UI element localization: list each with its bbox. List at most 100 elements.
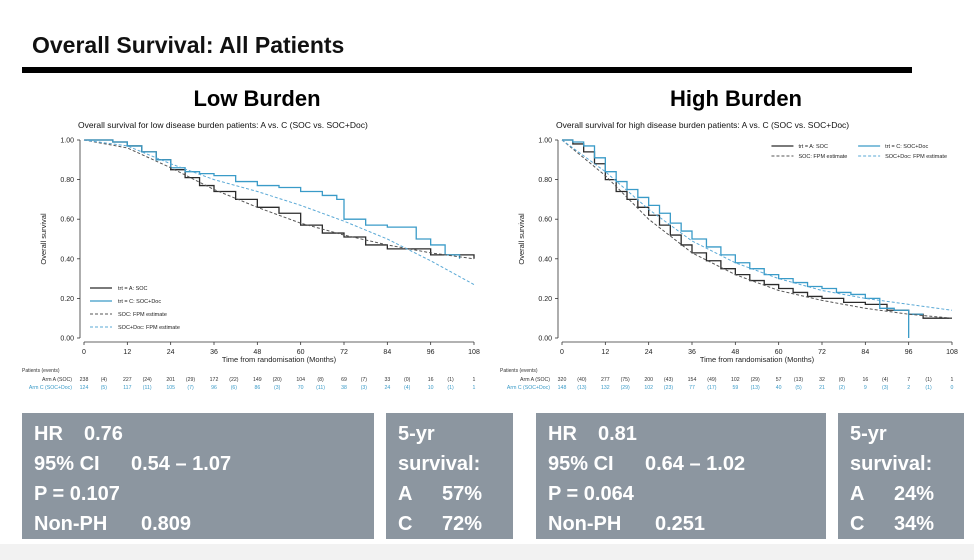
non-ph-label: Non-PH — [548, 513, 622, 535]
survival-subtitle: survival: — [398, 453, 481, 475]
x-tick-label: 48 — [253, 349, 261, 356]
risk-table-cell: (0) — [839, 377, 846, 383]
risk-table-cell: 149 — [253, 377, 262, 383]
non-ph-value: 0.251 — [655, 513, 706, 535]
risk-table-cell: (29) — [186, 377, 195, 383]
risk-table-row-label: Arm A (SOC) — [42, 377, 72, 383]
risk-table-cell: 21 — [819, 385, 825, 391]
risk-table-cell: 0 — [951, 385, 954, 391]
y-tick-label: 0.00 — [60, 336, 74, 343]
risk-table-cell: (49) — [707, 377, 716, 383]
ci-label: 95% CI — [548, 453, 614, 475]
low-burden-heading: Low Burden — [193, 86, 321, 111]
legend-label: trt = A: SOC — [118, 286, 148, 292]
bottom-strip — [0, 544, 974, 560]
risk-table-cell: 102 — [644, 385, 653, 391]
risk-table-cell: (6) — [231, 385, 238, 391]
y-tick-label: 0.20 — [538, 296, 552, 303]
x-tick-label: 60 — [775, 349, 783, 356]
risk-table-cell: 16 — [862, 377, 868, 383]
risk-table-cell: 9 — [864, 385, 867, 391]
x-tick-label: 96 — [427, 349, 435, 356]
x-tick-label: 48 — [731, 349, 739, 356]
risk-table-cell: 238 — [80, 377, 89, 383]
low-burden-survival-chart: Overall survival for low disease burden … — [22, 120, 480, 391]
slide-title: Overall Survival: All Patients — [32, 32, 345, 58]
risk-table-cell: (5) — [101, 385, 108, 391]
y-tick-label: 0.40 — [538, 256, 552, 263]
risk-table-cell: 148 — [558, 385, 567, 391]
risk-table-cell: (3) — [882, 385, 889, 391]
legend-label: trt = A: SOC — [798, 144, 828, 150]
x-tick-label: 72 — [340, 349, 348, 356]
risk-table-cell: 70 — [298, 385, 304, 391]
risk-table-cell: 96 — [211, 385, 217, 391]
legend-label: SOC+Doc: FPM estimate — [118, 325, 180, 331]
risk-table-cell: 201 — [166, 377, 175, 383]
low-burden-stats-box: HR 0.76 95% CI 0.54 – 1.07 P = 0.107 Non-P… — [22, 413, 374, 539]
risk-table-cell: (8) — [317, 377, 324, 383]
risk-table-cell: 86 — [254, 385, 260, 391]
risk-table-row-label: Arm C (SOC+Doc) — [507, 385, 550, 391]
y-tick-label: 0.80 — [538, 177, 552, 184]
risk-table-cell: (3) — [361, 385, 368, 391]
risk-table-cell: (29) — [751, 377, 760, 383]
risk-table-cell: (3) — [274, 385, 281, 391]
risk-table-cell: 200 — [644, 377, 653, 383]
risk-table-cell: (22) — [229, 377, 238, 383]
km-curve — [562, 139, 952, 319]
fpm-estimate-curve — [83, 139, 475, 260]
hr-value: 0.81 — [598, 423, 637, 445]
survival-subtitle: survival: — [850, 453, 933, 475]
y-axis-label: Overall survival — [517, 213, 526, 265]
low-burden-survival-box: 5-yr survival: A 57% C 72% — [386, 413, 513, 539]
legend-label: trt = C: SOC+Doc — [118, 299, 161, 305]
x-tick-label: 84 — [383, 349, 391, 356]
risk-table-row-label: Arm A (SOC) — [520, 377, 550, 383]
x-axis-label: Time from randomisation (Months) — [222, 355, 337, 364]
risk-table-cell: 132 — [601, 385, 610, 391]
high-burden-survival-chart: Overall survival for high disease burden… — [500, 120, 958, 391]
risk-table-cell: 154 — [688, 377, 697, 383]
y-axis-label: Overall survival — [39, 213, 48, 265]
risk-table-cell: (1) — [925, 385, 932, 391]
risk-table-cell: 227 — [123, 377, 132, 383]
km-curve — [562, 139, 924, 338]
non-ph-value: 0.809 — [141, 513, 192, 535]
risk-table-cell: 320 — [558, 377, 567, 383]
risk-table-cell: 24 — [384, 385, 390, 391]
risk-table-cell: (1) — [925, 377, 932, 383]
survival-title: 5-yr — [850, 423, 887, 445]
risk-table-cell: 102 — [731, 377, 740, 383]
risk-table-cell: 105 — [166, 385, 175, 391]
km-curve — [84, 139, 475, 259]
risk-table-cell: (7) — [187, 385, 194, 391]
risk-table-cell: (75) — [621, 377, 630, 383]
risk-table-cell: (13) — [794, 377, 803, 383]
risk-table-cell: (11) — [316, 385, 325, 391]
risk-table-cell: (4) — [882, 377, 889, 383]
x-tick-label: 96 — [905, 349, 913, 356]
x-tick-label: 108 — [946, 349, 958, 356]
non-ph-label: Non-PH — [34, 513, 108, 535]
risk-table-cell: 172 — [210, 377, 219, 383]
risk-table-cell: (5) — [795, 385, 802, 391]
risk-table-cell: (4) — [404, 385, 411, 391]
risk-table-cell: 59 — [732, 385, 738, 391]
x-tick-label: 72 — [818, 349, 826, 356]
hr-label: HR — [548, 423, 577, 445]
risk-table-cell: (40) — [577, 377, 586, 383]
risk-table-cell: (11) — [143, 385, 152, 391]
p-value: P = 0.064 — [548, 483, 634, 505]
legend-label: SOC: FPM estimate — [118, 312, 167, 318]
risk-table-cell: 40 — [776, 385, 782, 391]
y-tick-label: 0.80 — [60, 177, 74, 184]
x-tick-label: 36 — [210, 349, 218, 356]
km-curve — [84, 139, 461, 259]
arm-a-survival: 57% — [442, 483, 483, 505]
risk-table-header: Patients (events) — [500, 368, 538, 374]
arm-c-survival: 34% — [894, 513, 935, 535]
x-tick-label: 60 — [297, 349, 305, 356]
hr-value: 0.76 — [84, 423, 123, 445]
risk-table-cell: 38 — [341, 385, 347, 391]
